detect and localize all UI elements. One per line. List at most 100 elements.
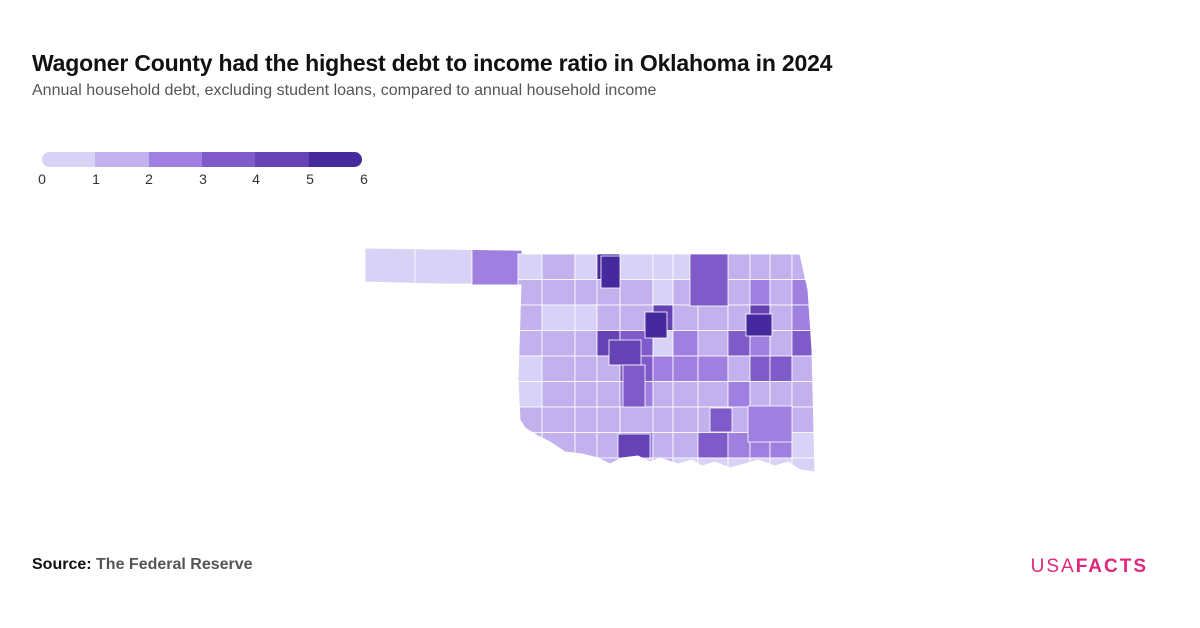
- legend-bin-1-2: [95, 152, 149, 167]
- chart-title: Wagoner County had the highest debt to i…: [32, 50, 833, 76]
- county: [574, 355, 598, 382]
- county: [541, 304, 576, 331]
- county: [517, 279, 543, 306]
- county: [517, 381, 543, 408]
- county: [672, 381, 699, 408]
- county: [791, 279, 815, 306]
- map-svg: [364, 247, 816, 473]
- county-atoka: [709, 407, 733, 433]
- county: [541, 330, 576, 357]
- county: [517, 355, 543, 382]
- county-pushmataha: [747, 405, 793, 443]
- county: [517, 253, 543, 280]
- county-canadian: [608, 339, 642, 366]
- county: [769, 355, 793, 382]
- county: [769, 304, 793, 331]
- color-legend: 0 1 2 3 4 5 6: [38, 152, 368, 192]
- county: [471, 248, 523, 287]
- county: [596, 304, 621, 331]
- source-name: The Federal Reserve: [96, 556, 253, 573]
- county: [769, 381, 793, 408]
- legend-bin-5-6: [308, 152, 362, 167]
- legend-bin-3-4: [201, 152, 256, 167]
- county: [619, 406, 654, 433]
- county: [769, 330, 793, 357]
- county: [727, 457, 751, 472]
- county: [574, 457, 598, 472]
- county: [517, 304, 543, 331]
- county: [596, 406, 621, 433]
- county: [652, 381, 674, 408]
- county: [672, 330, 699, 357]
- county: [541, 253, 576, 280]
- county: [652, 355, 674, 382]
- legend-bin-4-5: [255, 152, 309, 167]
- source-note: Source: The Federal Reserve: [32, 556, 253, 574]
- county: [697, 355, 729, 382]
- county: [727, 381, 751, 408]
- legend-tick-2: 2: [145, 171, 153, 187]
- county: [596, 457, 621, 472]
- county: [517, 406, 543, 433]
- legend-tick-1: 1: [92, 171, 100, 187]
- county-grady: [622, 364, 646, 408]
- county: [541, 457, 576, 472]
- county: [517, 457, 543, 472]
- county: [697, 330, 729, 357]
- county: [574, 406, 598, 433]
- usafacts-logo: USAFACTS: [1031, 556, 1148, 578]
- legend-bin-0-1: [42, 152, 96, 167]
- county: [596, 432, 621, 459]
- county: [541, 432, 576, 459]
- county: [574, 432, 598, 459]
- legend-tick-6: 6: [360, 171, 368, 187]
- county: [517, 330, 543, 357]
- county: [697, 381, 729, 408]
- county: [652, 432, 674, 459]
- county: [727, 253, 751, 280]
- county: [791, 406, 815, 433]
- county: [769, 253, 793, 280]
- chart-subtitle: Annual household debt, excluding student…: [32, 82, 657, 99]
- county: [749, 253, 771, 280]
- county: [574, 253, 598, 280]
- county: [574, 304, 598, 331]
- legend-bar: [42, 152, 362, 167]
- oklahoma-county-map: [360, 240, 820, 485]
- county: [791, 432, 815, 459]
- county: [727, 432, 751, 459]
- legend-tick-5: 5: [306, 171, 314, 187]
- county-wagoner: [745, 313, 773, 337]
- county: [749, 381, 771, 408]
- county: [619, 279, 654, 306]
- county: [749, 279, 771, 306]
- county-logan: [644, 311, 668, 339]
- county: [414, 248, 473, 285]
- county: [574, 381, 598, 408]
- county: [791, 253, 815, 280]
- county: [749, 355, 771, 382]
- county: [541, 279, 576, 306]
- county: [727, 279, 751, 306]
- county: [652, 406, 674, 433]
- county: [365, 248, 416, 285]
- county: [596, 381, 621, 408]
- legend-bin-2-3: [148, 152, 202, 167]
- county: [541, 355, 576, 382]
- county-layer: [365, 248, 815, 472]
- county: [672, 406, 699, 433]
- county: [672, 304, 699, 331]
- state-outline: [364, 247, 816, 473]
- county: [619, 253, 654, 280]
- legend-tick-3: 3: [199, 171, 207, 187]
- county: [619, 457, 654, 472]
- county: [574, 279, 598, 306]
- legend-tick-0: 0: [38, 171, 46, 187]
- county: [769, 457, 793, 472]
- source-label: Source:: [32, 556, 92, 573]
- county: [672, 355, 699, 382]
- county: [652, 253, 674, 280]
- county-kay: [600, 255, 621, 289]
- county: [697, 304, 729, 331]
- logo-usa-text: USA: [1030, 556, 1076, 577]
